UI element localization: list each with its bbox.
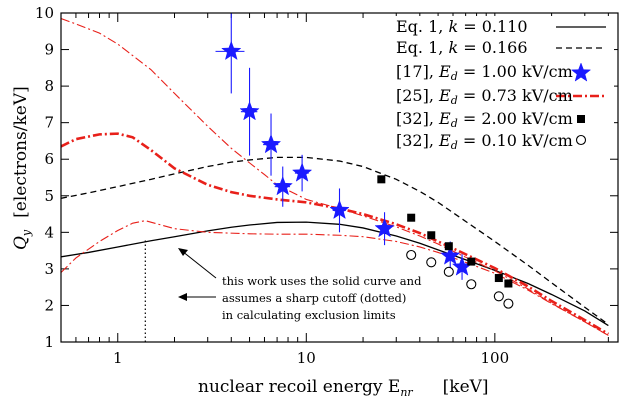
- data-point-star: [239, 100, 260, 121]
- annotation-line-1: this work uses the solid curve and: [222, 274, 422, 288]
- x-axis-label-sub: nr: [400, 386, 413, 399]
- legend-6-e: E: [438, 131, 451, 150]
- legend-text-5: [32], Ed = 2.00 kV/cm: [396, 109, 573, 130]
- y-tick-label: 3: [44, 260, 54, 278]
- annotation-arrow-1: [178, 248, 217, 279]
- legend-4-e: E: [438, 86, 451, 105]
- legend-text-2: Eq. 1, k = 0.166: [396, 38, 528, 57]
- data-point-star: [260, 133, 282, 154]
- legend-2-k: k: [448, 38, 458, 57]
- data-point-square: [504, 279, 513, 288]
- annotation-arrow-2: [178, 293, 216, 301]
- legend-4-a: [25],: [396, 86, 439, 105]
- series-line-3: [61, 17, 609, 336]
- annotation: this work uses the solid curve and assum…: [178, 248, 422, 322]
- y-tick-label: 7: [44, 114, 54, 132]
- data-point-star: [272, 175, 293, 196]
- legend-text-1: Eq. 1, k = 0.110: [396, 17, 528, 36]
- x-tick-label: 10: [297, 349, 316, 367]
- legend-marker-square: [577, 115, 585, 123]
- y-axis-label-sub: y: [20, 229, 33, 237]
- y-axis-label-q: Q: [11, 236, 31, 250]
- legend-4-b: = 0.73 kV/cm: [458, 86, 573, 105]
- series-line-4: [61, 220, 609, 336]
- data-point-star: [374, 217, 395, 238]
- data-point-square: [444, 242, 453, 251]
- data-point-square: [494, 274, 503, 283]
- data-point-circle: [466, 279, 477, 290]
- legend-5-d: d: [451, 117, 458, 130]
- data-point-square: [377, 175, 386, 184]
- legend-1-k: k: [448, 17, 458, 36]
- legend-4-d: d: [451, 94, 458, 107]
- x-axis-label-main: nuclear recoil energy E: [198, 377, 400, 397]
- legend-5-b: = 2.00 kV/cm: [458, 109, 573, 128]
- data-point-circle: [426, 257, 437, 268]
- y-tick-label: 4: [44, 223, 54, 241]
- y-tick-label: 6: [44, 150, 54, 168]
- y-tick-label: 10: [35, 4, 54, 22]
- legend-5-a: [32],: [396, 109, 439, 128]
- legend-text-4: [25], Ed = 0.73 kV/cm: [396, 86, 573, 107]
- data-point-star: [329, 199, 350, 220]
- data-point-circle: [406, 249, 417, 261]
- legend-6-d: d: [451, 139, 458, 152]
- y-tick-label: 8: [44, 77, 54, 95]
- legend-box: [370, 16, 614, 152]
- x-tick-label: 100: [481, 349, 510, 367]
- legend-1-b: = 0.110: [458, 17, 527, 36]
- y-tick-label: 5: [44, 187, 54, 205]
- annotation-line-3: in calculating exclusion limits: [222, 308, 396, 322]
- legend-2-a: Eq. 1,: [396, 38, 448, 57]
- x-axis-label: nuclear recoil energy Enr [keV]: [198, 377, 489, 399]
- x-axis-unit: [keV]: [443, 377, 489, 397]
- legend-3-d: d: [451, 70, 458, 83]
- legend-marker-circle: [575, 134, 587, 146]
- y-axis-label: Qy [electrons/keV]: [11, 86, 33, 250]
- legend-2-b: = 0.166: [458, 38, 527, 57]
- legend: Eq. 1, k = 0.110 Eq. 1, k = 0.166 [17], …: [370, 16, 614, 152]
- data-point-star: [221, 40, 242, 61]
- legend-text-3: [17], Ed = 1.00 kV/cm: [396, 62, 573, 83]
- legend-6-b: = 0.10 kV/cm: [458, 131, 573, 150]
- x-tick-label: 1: [113, 349, 123, 367]
- y-tick-label: 1: [44, 333, 54, 351]
- legend-text-6: [32], Ed = 0.10 kV/cm: [396, 131, 573, 152]
- data-point-circle: [493, 291, 504, 302]
- data-point-circle: [503, 298, 514, 309]
- plot-frame: [60, 12, 619, 343]
- data-point-square: [467, 257, 476, 266]
- legend-3-a: [17],: [396, 62, 439, 81]
- data-point-circle: [443, 266, 454, 277]
- series-line-1: [61, 156, 609, 325]
- legend-marker-star: [570, 62, 592, 82]
- tick-labels: 1 10 100 1 2 3 4 5 6 7 8 9 10: [35, 4, 509, 367]
- y-tick-label: 2: [44, 296, 54, 314]
- data-point-square: [407, 213, 416, 222]
- svg-text:Qy[electrons/keV]: Qy [electrons/keV]: [11, 86, 33, 250]
- series-line-2: [61, 132, 610, 336]
- data-point-square: [427, 231, 436, 240]
- annotation-line-2: assumes a sharp cutoff (dotted): [222, 291, 406, 305]
- data-point-star: [291, 162, 313, 182]
- y-tick-label: 9: [44, 41, 54, 59]
- data-point-star: [440, 245, 461, 265]
- legend-3-b: = 1.00 kV/cm: [458, 62, 573, 81]
- legend-6-a: [32],: [396, 131, 439, 150]
- legend-3-e: E: [438, 62, 451, 81]
- y-axis-unit: [electrons/keV]: [11, 86, 31, 218]
- legend-1-a: Eq. 1,: [396, 17, 448, 36]
- series-layer: [61, 13, 610, 342]
- legend-5-e: E: [438, 109, 451, 128]
